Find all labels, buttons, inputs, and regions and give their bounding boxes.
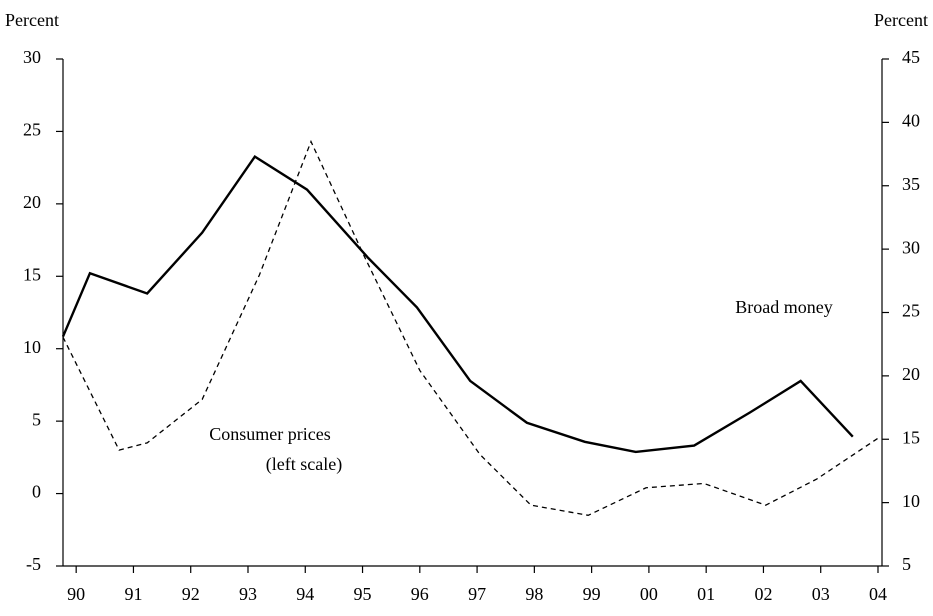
y-tick-label: 30 (23, 47, 41, 67)
x-tick-label: 98 (525, 584, 543, 604)
x-tick-label: 93 (239, 584, 257, 604)
x-tick-label: 90 (67, 584, 85, 604)
x-tick-label: 92 (182, 584, 200, 604)
y-tick-label: 15 (23, 264, 41, 284)
line-series (61, 154, 854, 454)
y2-tick-label: 25 (902, 301, 920, 321)
x-tick-label: 96 (411, 584, 429, 604)
annotation: Broad money (735, 297, 832, 317)
line-series (62, 139, 881, 516)
x-tick-label: 95 (354, 584, 372, 604)
y2-tick-label: 20 (902, 364, 920, 384)
y2-tick-label: 15 (902, 427, 920, 447)
y-axis-label: Percent (5, 10, 59, 30)
y2-axis-label: Percent (874, 10, 928, 30)
x-tick-label: 99 (583, 584, 601, 604)
y2-tick-label: 45 (902, 47, 920, 67)
y2-tick-label: 5 (902, 554, 911, 574)
y2-tick-label: 10 (902, 491, 920, 511)
y-tick-label: 5 (32, 409, 41, 429)
y2-tick-label: 30 (902, 237, 920, 257)
x-tick-label: 00 (640, 584, 658, 604)
x-tick-label: 03 (812, 584, 830, 604)
x-tick-label: 91 (124, 584, 142, 604)
annotation: (left scale) (266, 454, 342, 475)
x-tick-label: 02 (754, 584, 772, 604)
annotation: Consumer prices (209, 424, 330, 444)
y-tick-label: 10 (23, 337, 41, 357)
y-tick-label: -5 (26, 554, 41, 574)
x-tick-label: 01 (697, 584, 715, 604)
y2-tick-label: 35 (902, 174, 920, 194)
y-tick-label: 0 (32, 482, 41, 502)
y2-tick-label: 40 (902, 111, 920, 131)
x-tick-label: 94 (296, 584, 314, 604)
x-tick-label: 97 (468, 584, 486, 604)
x-tick-label: 04 (869, 584, 887, 604)
y-tick-label: 20 (23, 192, 41, 212)
y-tick-label: 25 (23, 120, 41, 140)
